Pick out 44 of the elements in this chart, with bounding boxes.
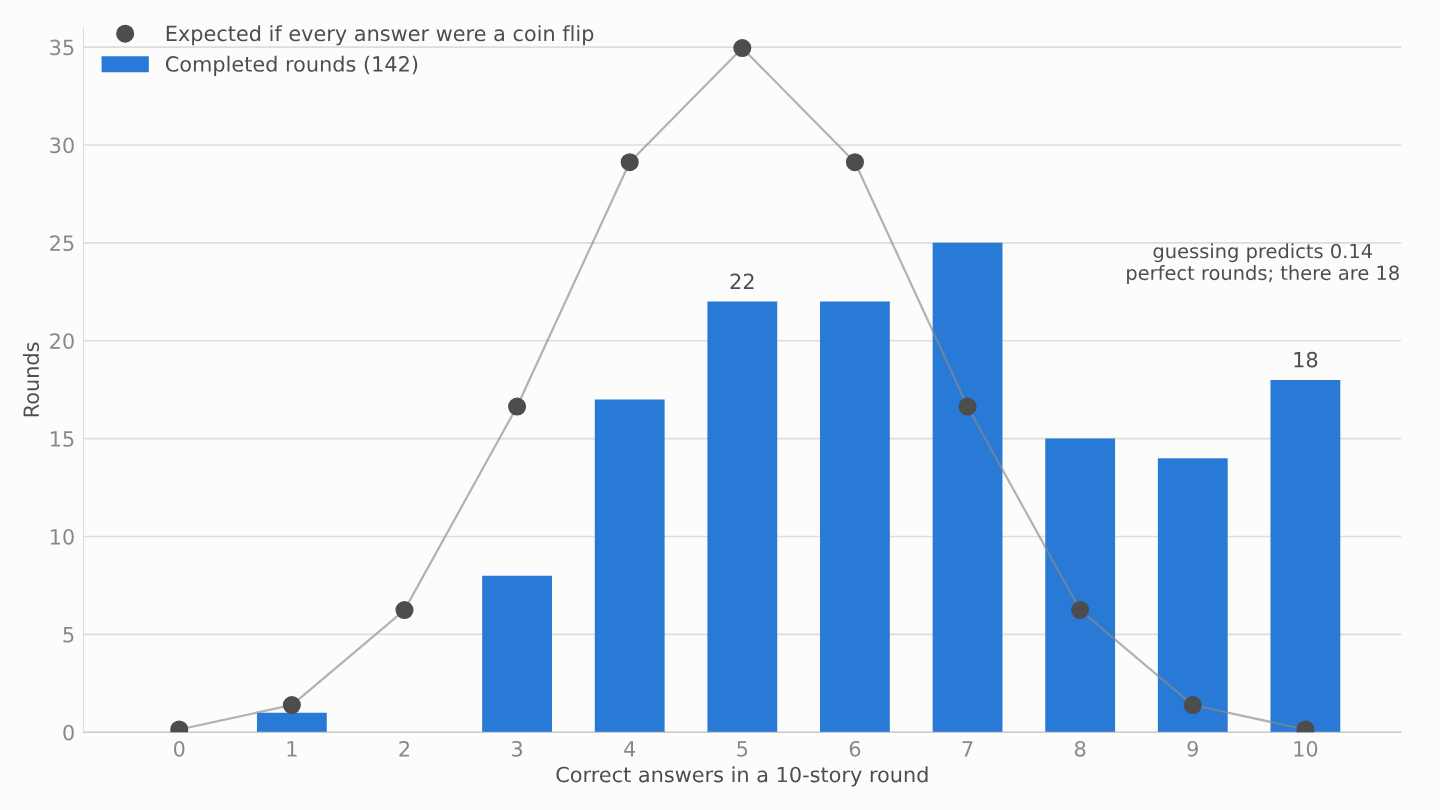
x-tick-label: 8 [1074,740,1086,757]
y-tick-label: 0 [63,724,74,741]
y-tick-label: 20 [50,333,74,349]
y-tick-label: 10 [50,528,74,545]
y-tick-label: 15 [50,431,74,447]
data-label: 22 [730,273,754,289]
bar [1045,438,1116,733]
point [1071,601,1090,620]
y-tick-label: 35 [50,39,74,56]
point [958,397,977,416]
point [395,601,414,620]
point [1183,696,1202,715]
bar [707,301,778,733]
x-tick-label: 9 [1187,740,1198,757]
data-label: 18 [1294,351,1318,368]
point [282,696,301,715]
x-tick-label: 0 [173,740,185,757]
y-axis-title: Rounds [22,342,40,417]
x-tick-label: 7 [962,741,973,757]
bar [1157,458,1228,733]
x-tick-label: 2 [399,740,410,757]
x-tick-label: 10 [1294,740,1318,757]
point [845,153,864,172]
point [620,153,639,172]
bar [932,242,1003,733]
bar [594,399,665,733]
annotation: guessing predicts 0.14 perfect rounds; there are 18 [1127,243,1399,284]
bar [482,575,552,733]
y-tick-label: 25 [50,235,74,252]
y-tick-label: 5 [63,627,74,643]
y-tick-label: 30 [50,137,74,154]
legend-label: Expected if every answer were a coin flip [166,25,594,46]
x-tick-label: 4 [624,741,636,757]
legend-label: Completed rounds (142) [165,55,418,76]
point [733,39,752,58]
x-tick-label: 1 [287,741,297,757]
bar [1270,379,1341,733]
x-tick-label: 6 [849,740,861,757]
x-tick-label: 3 [512,740,523,757]
x-tick-label: 5 [737,741,748,757]
x-axis-title: Correct answers in a 10-story round [556,766,928,787]
bar [256,712,327,733]
bar [820,301,890,733]
point [508,397,527,416]
